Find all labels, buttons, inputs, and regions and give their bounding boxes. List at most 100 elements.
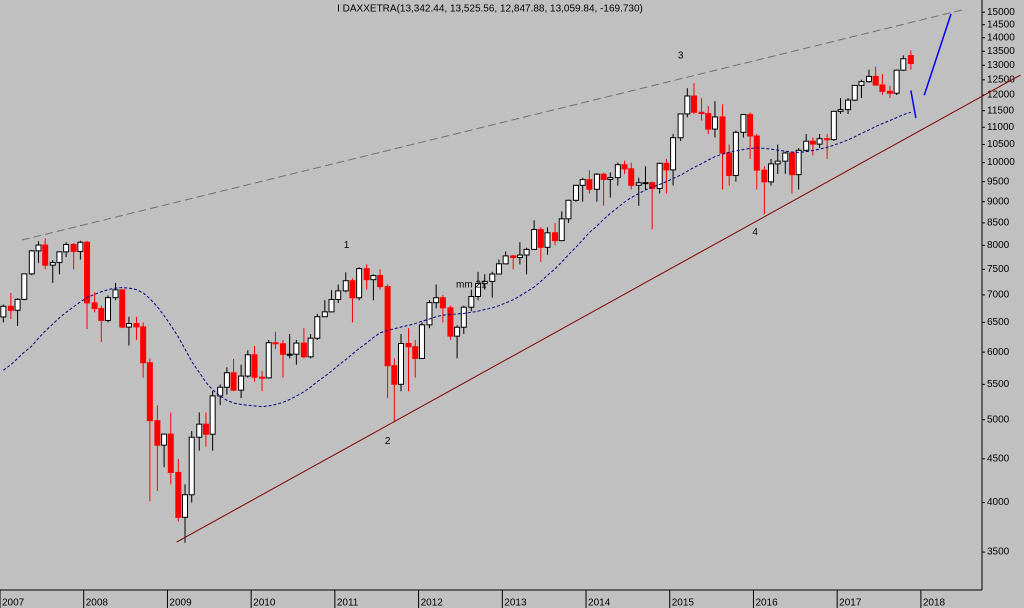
candle-body <box>726 152 733 176</box>
candle-body <box>761 169 768 183</box>
candle-body <box>140 326 147 364</box>
annotation: mm 21 <box>456 280 487 291</box>
y-tick-label: 9500 <box>987 176 1010 187</box>
candle-body <box>286 353 293 356</box>
candle-body <box>328 299 335 313</box>
y-tick-label: 9000 <box>987 196 1010 207</box>
y-tick-label: 7000 <box>987 290 1010 301</box>
candle-body <box>481 280 488 285</box>
y-tick-label: 5500 <box>987 379 1010 390</box>
y-tick-label: 8500 <box>987 218 1010 229</box>
candle-body <box>768 163 775 183</box>
candle-body <box>502 255 509 265</box>
annotation: 3 <box>678 51 684 62</box>
annotation: 1 <box>344 240 350 251</box>
candle-body <box>209 395 216 435</box>
candle-body <box>119 289 126 328</box>
x-tick-label: 2008 <box>86 598 109 608</box>
candle-body <box>370 275 377 281</box>
candle-body <box>705 113 712 130</box>
trend-line <box>21 9 963 241</box>
candle-body <box>342 280 349 292</box>
candle-body <box>133 323 140 328</box>
candle-body <box>112 289 119 299</box>
candle-body <box>259 376 266 379</box>
candle-body <box>279 343 286 355</box>
candle-body <box>447 307 454 337</box>
candle-body <box>740 114 747 133</box>
candle-body <box>628 168 635 186</box>
candle-body <box>293 342 300 355</box>
candle-body <box>900 58 907 71</box>
y-tick-label: 10000 <box>987 157 1015 168</box>
candle-body <box>104 297 111 321</box>
y-tick-label: 14500 <box>987 19 1015 30</box>
candle-body <box>412 346 419 359</box>
candle-body <box>865 75 872 83</box>
candle-body <box>439 297 446 309</box>
candle-body <box>572 184 579 201</box>
candle-body <box>35 244 42 252</box>
candle-body <box>182 494 189 518</box>
candle-body <box>300 342 307 358</box>
candle-body <box>845 99 852 111</box>
y-tick-label: 11500 <box>987 105 1015 116</box>
candle-body <box>670 137 677 171</box>
y-tick-label: 12500 <box>987 74 1015 85</box>
candle-body <box>593 173 600 190</box>
candle-body <box>510 255 517 259</box>
candle-body <box>579 179 586 186</box>
candle-body <box>398 342 405 385</box>
candle-body <box>698 111 705 115</box>
y-tick-label: 11000 <box>987 122 1015 133</box>
candle-body <box>858 81 865 86</box>
candle-body <box>523 248 530 256</box>
candle-body <box>830 110 837 141</box>
x-tick-label: 2013 <box>504 598 527 608</box>
y-tick-label: 5000 <box>987 414 1010 425</box>
candle-body <box>516 254 523 259</box>
y-tick-label: 7500 <box>987 264 1010 275</box>
candle-body <box>886 90 893 94</box>
candle-body <box>663 162 670 171</box>
candle-body <box>614 164 621 179</box>
candle-body <box>635 182 642 186</box>
candle-body <box>732 131 739 176</box>
candle-body <box>747 114 754 137</box>
candle-body <box>475 283 482 298</box>
candle-body <box>489 273 496 282</box>
candle-body <box>265 342 272 379</box>
candle-body <box>167 433 174 473</box>
candle-body <box>223 372 230 388</box>
candle-body <box>314 316 321 339</box>
candle-body <box>691 95 698 113</box>
candle-body <box>188 436 195 496</box>
x-tick-label: 2007 <box>2 598 25 608</box>
moving-average <box>3 111 911 408</box>
candle-body <box>356 268 363 299</box>
candle-body <box>851 84 858 101</box>
annotation: 2 <box>385 436 391 447</box>
y-tick-label: 14000 <box>987 32 1015 43</box>
candle-body <box>70 243 77 252</box>
candle-body <box>49 262 56 266</box>
chart-title: I DAXXETRA(13,342.44, 13,525.56, 12,847.… <box>337 4 643 15</box>
candle-body <box>621 164 628 170</box>
candle-body <box>879 84 886 92</box>
candle-body <box>537 229 544 248</box>
candle-body <box>600 173 607 180</box>
x-tick-label: 2014 <box>588 598 611 608</box>
candle-body <box>454 326 461 337</box>
candle-body <box>56 251 63 264</box>
candle-body <box>363 268 370 281</box>
candle-body <box>125 323 132 328</box>
candle-body <box>607 177 614 180</box>
candle-body <box>146 362 153 422</box>
candle-body <box>753 135 760 171</box>
candle-body <box>788 152 795 176</box>
trend-line <box>176 74 1021 543</box>
x-tick-label: 2015 <box>672 598 695 608</box>
y-tick-label: 8000 <box>987 240 1010 251</box>
